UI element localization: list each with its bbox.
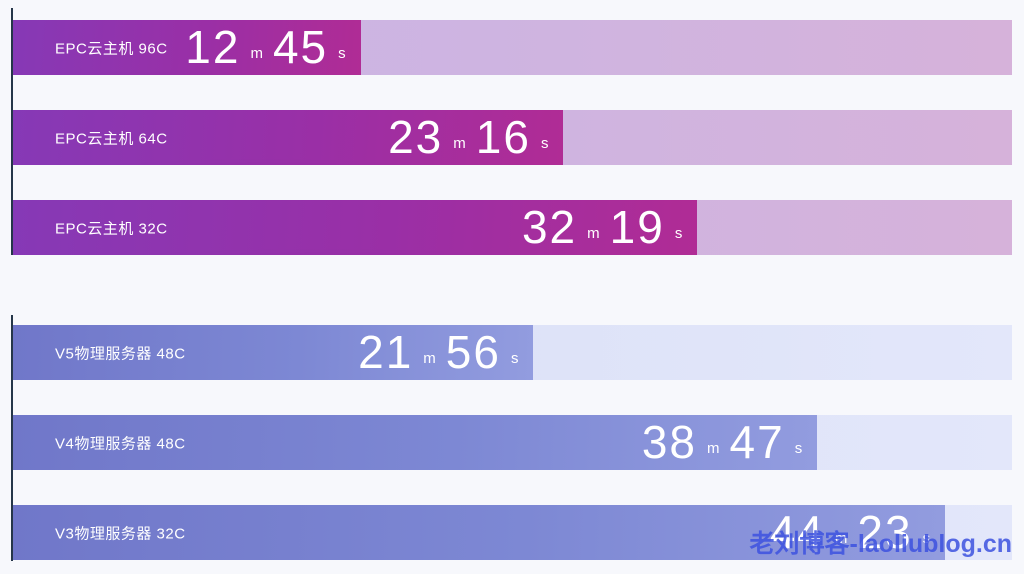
value-minutes: 38 [641, 415, 698, 468]
unit-minutes: m [587, 224, 600, 242]
value-seconds: 45 [272, 20, 329, 73]
unit-seconds: s [510, 349, 519, 367]
bar-row-v4-48c: V4物理服务器 48C 38 m 47 s [13, 415, 1012, 470]
bar-fill: V3物理服务器 32C 44 m 23 s [13, 505, 946, 560]
bar-row-epc-96c: EPC云主机 96C 12 m 45 s [13, 20, 1012, 75]
bar-value: 23 m 16 s [388, 114, 548, 160]
value-minutes: 44 [769, 505, 825, 558]
bar-row-v5-48c: V5物理服务器 48C 21 m 56 s [13, 325, 1012, 380]
unit-minutes: m [707, 439, 720, 457]
bar-label: EPC云主机 64C [55, 130, 168, 147]
unit-minutes: m [250, 44, 263, 62]
value-seconds: 56 [445, 325, 501, 378]
bar-label: V5物理服务器 48C [55, 345, 186, 362]
value-seconds: 47 [729, 415, 785, 468]
bar-label: EPC云主机 96C [55, 40, 168, 57]
bar-row-epc-64c: EPC云主机 64C 23 m 16 s [13, 110, 1012, 165]
bar-fill: EPC云主机 64C 23 m 16 s [13, 110, 564, 165]
bar-value: 38 m 47 s [642, 419, 802, 465]
bar-label: V3物理服务器 32C [55, 525, 186, 542]
value-minutes: 12 [185, 20, 241, 73]
value-seconds: 23 [857, 505, 913, 558]
unit-seconds: s [922, 529, 931, 547]
bar-value: 12 m 45 s [185, 24, 345, 70]
bar-row-v3-32c: V3物理服务器 32C 44 m 23 s [13, 505, 1012, 560]
value-seconds: 16 [475, 110, 531, 163]
unit-seconds: s [540, 134, 549, 152]
bar-fill: EPC云主机 32C 32 m 19 s [13, 200, 698, 255]
bar-value: 32 m 19 s [522, 204, 682, 250]
bar-row-epc-32c: EPC云主机 32C 32 m 19 s [13, 200, 1012, 255]
bar-fill: EPC云主机 96C 12 m 45 s [13, 20, 361, 75]
axis-line-group-physical [11, 315, 13, 561]
unit-seconds: s [794, 439, 803, 457]
bar-fill: V4物理服务器 48C 38 m 47 s [13, 415, 818, 470]
axis-line-group-epc [11, 8, 13, 255]
unit-minutes: m [834, 529, 848, 547]
value-minutes: 21 [358, 325, 414, 378]
unit-seconds: s [338, 44, 346, 62]
unit-seconds: s [674, 224, 683, 242]
bar-value: 21 m 56 s [358, 329, 518, 375]
bar-label: V4物理服务器 48C [55, 435, 186, 452]
bar-value: 44 m 23 s [770, 509, 930, 555]
bar-fill: V5物理服务器 48C 21 m 56 s [13, 325, 534, 380]
value-seconds: 19 [609, 200, 665, 253]
unit-minutes: m [423, 349, 436, 367]
value-minutes: 32 [521, 200, 578, 253]
site-watermark: 老刘博客-laoliublog.cn [749, 530, 1013, 558]
bar-label: EPC云主机 32C [55, 220, 168, 237]
value-minutes: 23 [388, 110, 444, 163]
unit-minutes: m [453, 134, 466, 152]
